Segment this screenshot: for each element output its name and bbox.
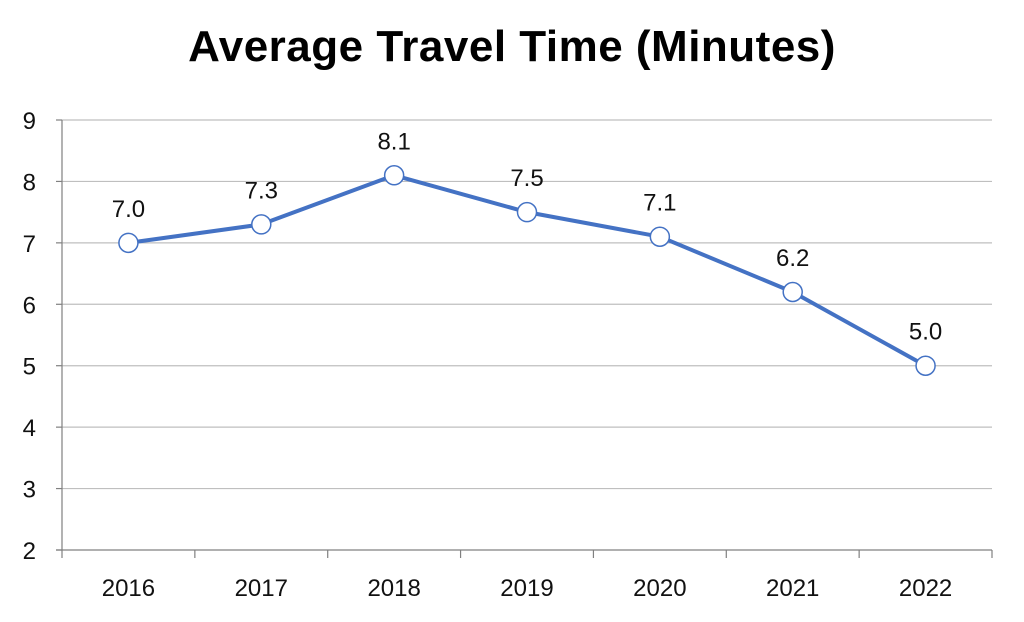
data-label: 7.5 [510,165,543,192]
data-point [383,165,405,186]
x-tick-label: 2021 [766,575,819,602]
y-tick-label: 7 [23,231,36,258]
data-label: 8.1 [377,128,410,155]
chart-title: Average Travel Time (Minutes) [188,22,836,71]
y-tick-label: 6 [23,292,36,319]
data-point [118,232,139,254]
data-point [649,226,671,247]
data-point [915,355,936,376]
x-tick-label: 2020 [633,575,686,602]
y-tick-label: 2 [23,538,36,565]
y-axis-tick-labels: 2 3 4 5 6 7 8 9 [23,108,36,565]
data-label: 6.2 [776,245,809,272]
y-tick-label: 9 [23,108,36,135]
data-label: 7.3 [245,177,278,204]
gridlines [62,119,992,490]
x-tick-label: 2019 [500,575,553,602]
series-layer [118,165,936,376]
x-tick-label: 2016 [102,575,155,602]
data-point [516,201,538,223]
axes [56,119,993,558]
data-point [782,281,803,303]
x-tick-label: 2022 [899,575,952,602]
x-tick-label: 2018 [367,575,420,602]
data-label: 7.1 [643,190,676,217]
y-tick-label: 3 [23,477,36,504]
y-tick-label: 4 [23,415,36,442]
x-tick-label: 2017 [235,575,288,602]
x-axis-tick-labels: 2016 2017 2018 2019 2020 2021 2022 [102,575,953,602]
y-tick-label: 8 [23,169,36,196]
data-label: 5.0 [909,319,942,346]
data-label: 7.0 [112,196,145,223]
data-labels: 7.0 7.3 8.1 7.5 7.1 6.2 5.0 [112,128,943,345]
y-tick-label: 5 [23,354,36,381]
data-point [251,214,272,235]
